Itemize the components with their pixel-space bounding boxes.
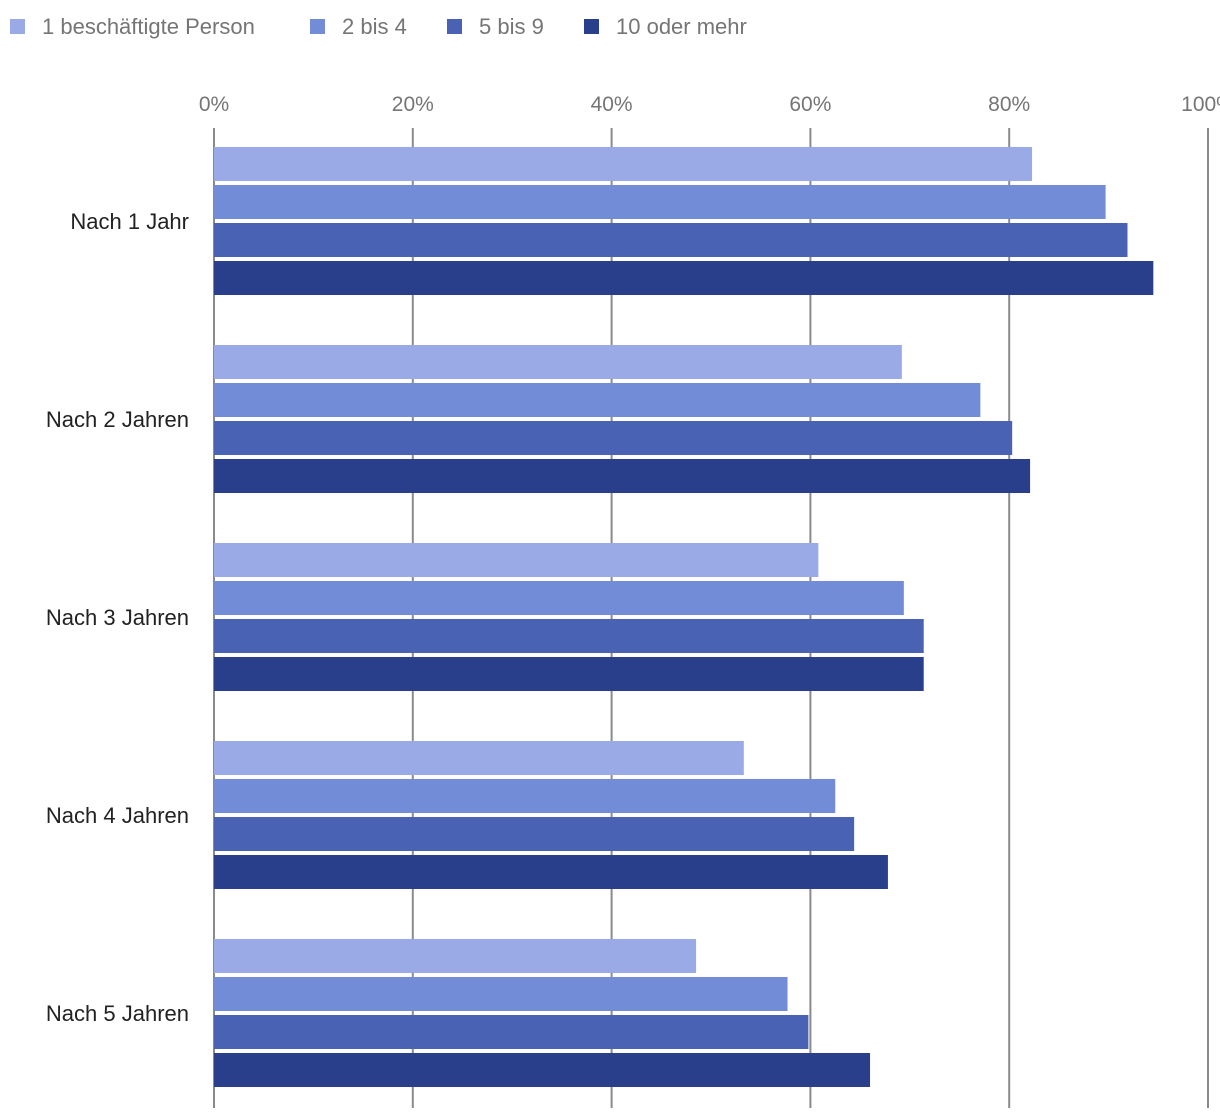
category-label-1: Nach 1 Jahr	[70, 209, 189, 234]
bar-3-series-4	[214, 657, 924, 691]
legend: 1 beschäftigte Person 2 bis 4 5 bis 9 10 od…	[10, 14, 747, 39]
tick-label-40: 40%	[591, 93, 633, 116]
bar-3-series-2	[214, 581, 904, 615]
bars	[214, 147, 1154, 1087]
bar-3-series-3	[214, 619, 924, 653]
bar-1-series-1	[214, 147, 1033, 181]
bar-4-series-4	[214, 855, 888, 889]
legend-swatch-4	[584, 19, 599, 34]
bar-2-series-2	[214, 383, 981, 417]
bar-3-series-1	[214, 543, 819, 577]
bar-4-series-3	[214, 817, 855, 851]
bar-1-series-2	[214, 185, 1106, 219]
bar-4-series-1	[214, 741, 744, 775]
category-label-5: Nach 5 Jahren	[46, 1001, 189, 1026]
bar-2-series-4	[214, 459, 1031, 493]
bar-5-series-4	[214, 1053, 871, 1087]
bar-5-series-3	[214, 1015, 809, 1049]
tick-label-60: 60%	[789, 93, 831, 116]
bar-5-series-2	[214, 977, 788, 1011]
legend-label-4: 10 oder mehr	[616, 14, 747, 39]
tick-label-80: 80%	[988, 93, 1030, 116]
bar-2-series-3	[214, 421, 1013, 455]
legend-swatch-3	[447, 19, 462, 34]
legend-label-3: 5 bis 9	[479, 14, 544, 39]
legend-label-1: 1 beschäftigte Person	[42, 14, 255, 39]
legend-label-2: 2 bis 4	[342, 14, 407, 39]
legend-swatch-1	[10, 19, 25, 34]
category-label-3: Nach 3 Jahren	[46, 605, 189, 630]
bar-4-series-2	[214, 779, 836, 813]
tick-label-0: 0%	[199, 93, 229, 116]
bar-2-series-1	[214, 345, 902, 379]
category-label-2: Nach 2 Jahren	[46, 407, 189, 432]
category-label-4: Nach 4 Jahren	[46, 803, 189, 828]
x-axis-ticks: 0% 20% 40% 60% 80% 100%	[199, 93, 1220, 116]
bar-5-series-1	[214, 939, 697, 973]
bar-1-series-3	[214, 223, 1128, 257]
tick-label-20: 20%	[392, 93, 434, 116]
category-labels: Nach 1 Jahr Nach 2 Jahren Nach 3 Jahren Nac…	[46, 209, 189, 1026]
legend-swatch-2	[310, 19, 325, 34]
bar-1-series-4	[214, 261, 1154, 295]
tick-label-100: 100%	[1181, 93, 1220, 116]
